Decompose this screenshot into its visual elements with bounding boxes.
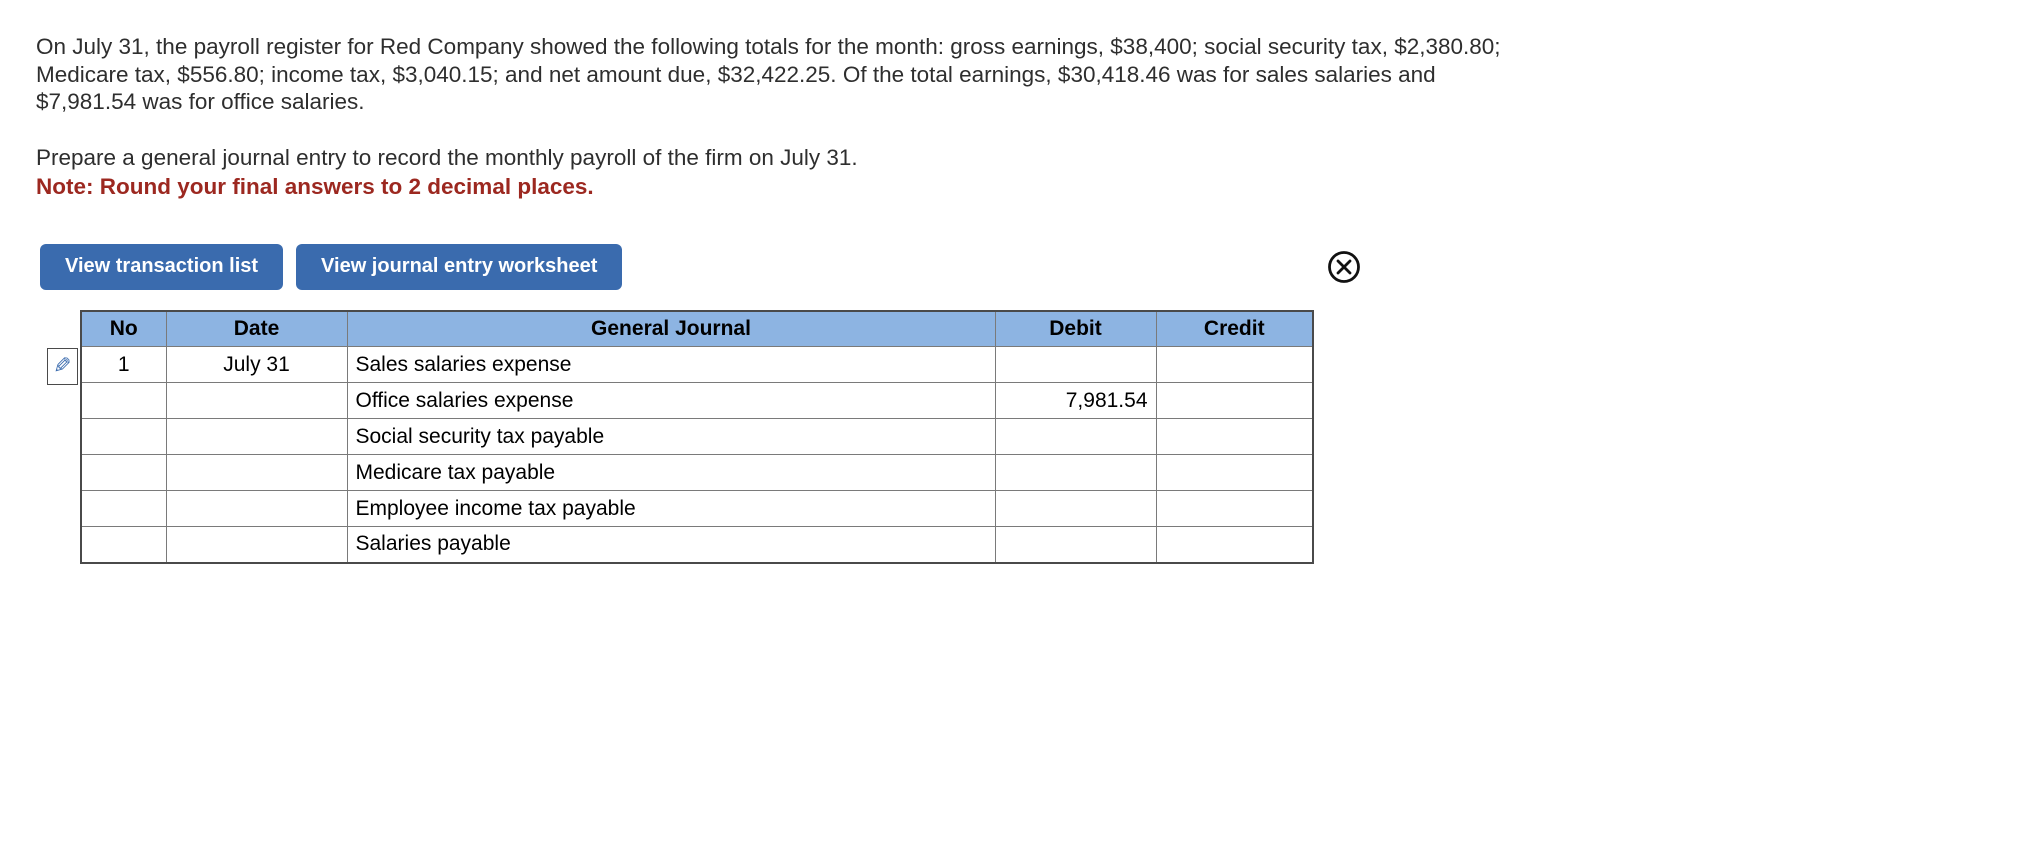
cell-debit bbox=[994, 526, 1157, 563]
cell-date bbox=[165, 454, 348, 491]
table-row: Employee income tax payable bbox=[80, 490, 1314, 527]
problem-statement: On July 31, the payroll register for Red… bbox=[36, 34, 1501, 114]
rounding-note: Note: Round your final answers to 2 deci… bbox=[36, 173, 594, 199]
cell-debit bbox=[994, 418, 1157, 455]
cell-debit: 7,981.54 bbox=[994, 382, 1157, 419]
view-journal-entry-worksheet-button[interactable]: View journal entry worksheet bbox=[296, 243, 623, 290]
cell-account: Social security tax payable bbox=[346, 418, 996, 455]
close-icon bbox=[1327, 250, 1361, 284]
cell-credit bbox=[1155, 418, 1314, 455]
payroll-problem-page: On July 31, the payroll register for Red… bbox=[36, 34, 1501, 564]
table-row: Social security tax payable bbox=[80, 418, 1314, 455]
col-header-general-journal: General Journal bbox=[346, 310, 996, 347]
cell-account: Office salaries expense bbox=[346, 382, 996, 419]
cell-date bbox=[165, 382, 348, 419]
cell-no bbox=[80, 490, 167, 527]
table-header-row: No Date General Journal Debit Credit bbox=[80, 310, 1314, 347]
close-button[interactable] bbox=[1326, 249, 1362, 285]
cell-account: Medicare tax payable bbox=[346, 454, 996, 491]
table-row: Office salaries expense 7,981.54 bbox=[80, 382, 1314, 419]
cell-no: 1 bbox=[80, 346, 167, 383]
general-journal-table: No Date General Journal Debit Credit 1 J… bbox=[80, 309, 1314, 564]
cell-account: Sales salaries expense bbox=[346, 346, 996, 383]
cell-debit bbox=[994, 490, 1157, 527]
table-row: Salaries payable bbox=[80, 526, 1314, 563]
toolbar: View transaction list View journal entry… bbox=[40, 243, 1362, 290]
cell-date bbox=[165, 526, 348, 563]
table-row: 1 July 31 Sales salaries expense bbox=[80, 346, 1314, 383]
table-row: Medicare tax payable bbox=[80, 454, 1314, 491]
instruction-text: Prepare a general journal entry to recor… bbox=[36, 144, 858, 170]
view-transaction-list-button[interactable]: View transaction list bbox=[40, 243, 284, 290]
col-header-no: No bbox=[80, 310, 167, 347]
cell-credit bbox=[1155, 346, 1314, 383]
cell-credit bbox=[1155, 526, 1314, 563]
col-header-credit: Credit bbox=[1155, 310, 1314, 347]
cell-no bbox=[80, 454, 167, 491]
cell-account: Employee income tax payable bbox=[346, 490, 996, 527]
cell-date: July 31 bbox=[165, 346, 348, 383]
cell-date bbox=[165, 418, 348, 455]
edit-entry-button[interactable]: ✎ bbox=[47, 347, 78, 385]
col-header-debit: Debit bbox=[994, 310, 1157, 347]
cell-account: Salaries payable bbox=[346, 526, 996, 563]
col-header-date: Date bbox=[165, 310, 348, 347]
cell-debit bbox=[994, 454, 1157, 491]
cell-no bbox=[80, 418, 167, 455]
cell-credit bbox=[1155, 382, 1314, 419]
cell-debit bbox=[994, 346, 1157, 383]
cell-credit bbox=[1155, 490, 1314, 527]
cell-no bbox=[80, 382, 167, 419]
cell-date bbox=[165, 490, 348, 527]
cell-no bbox=[80, 526, 167, 563]
pencil-icon: ✎ bbox=[53, 353, 72, 378]
journal-table-container: ✎ No Date General Journal Debit Credit bbox=[47, 309, 1314, 564]
cell-credit bbox=[1155, 454, 1314, 491]
